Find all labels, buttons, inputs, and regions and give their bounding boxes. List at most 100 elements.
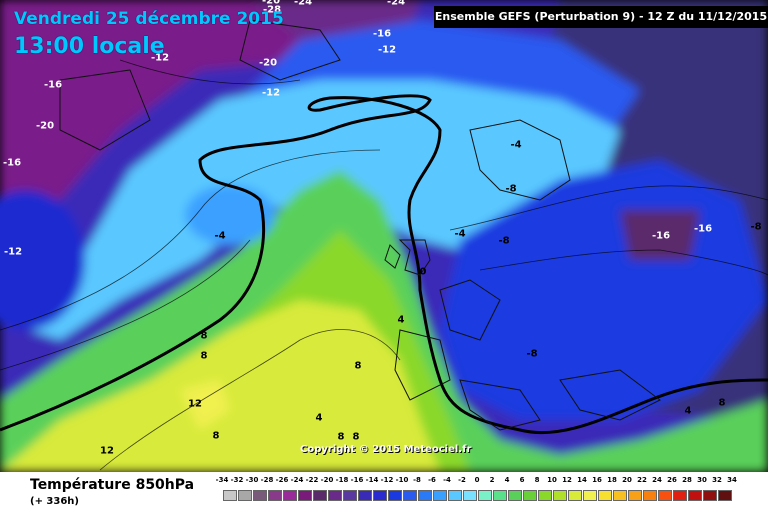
- isotherm-label: -20: [258, 57, 278, 69]
- field-russia-dark: [620, 210, 700, 260]
- isotherm-label: -8: [498, 235, 510, 247]
- isotherm-label: -12: [377, 44, 397, 56]
- legend-color-swatch: [628, 490, 642, 501]
- legend-tick-label: -6: [428, 476, 436, 484]
- legend-tick-label: -10: [395, 476, 409, 484]
- legend-color-swatch: [538, 490, 552, 501]
- isotherm-label: -4: [510, 139, 522, 151]
- isotherm-label: 8: [354, 360, 362, 372]
- parameter-label: Température 850hPa: [30, 477, 195, 493]
- legend-color-swatch: [268, 490, 282, 501]
- legend-color-swatch: [223, 490, 237, 501]
- field-west-cold-pool: [185, 185, 275, 245]
- legend-color-swatch: [448, 490, 462, 501]
- isotherm-label: -16: [651, 230, 671, 242]
- isotherm-label: -16: [693, 223, 713, 235]
- legend-color-swatch: [643, 490, 657, 501]
- legend-tick-label: 26: [667, 476, 677, 484]
- legend-tick-label: 12: [562, 476, 572, 484]
- legend-tick-label: -4: [443, 476, 451, 484]
- legend-tick-label: 0: [474, 476, 480, 484]
- legend-tick-label: -14: [365, 476, 379, 484]
- time-label: 13:00 locale: [14, 34, 165, 59]
- legend-color-swatch: [388, 490, 402, 501]
- isotherm-label: -16: [2, 157, 22, 169]
- legend-tick-label: -30: [245, 476, 259, 484]
- legend-color-swatch: [523, 490, 537, 501]
- legend-tick-label: -28: [260, 476, 274, 484]
- legend-tick-label: 14: [577, 476, 587, 484]
- isotherm-zero: [0, 94, 768, 435]
- legend-tick-label: 24: [652, 476, 662, 484]
- legend-tick-label: -22: [305, 476, 319, 484]
- isotherm-label: 4: [315, 412, 323, 424]
- legend-tick-label: 18: [607, 476, 617, 484]
- legend-tick-label: 34: [727, 476, 737, 484]
- legend-color-swatch: [358, 490, 372, 501]
- legend-color-swatch: [718, 490, 732, 501]
- legend-color-swatch: [673, 490, 687, 501]
- temperature-map: [0, 0, 768, 472]
- legend-color-swatch: [373, 490, 387, 501]
- isotherm-label: -8: [750, 221, 762, 233]
- field-greenland-purple: [0, 0, 330, 220]
- isotherm-label: 8: [212, 430, 220, 442]
- isotherm-label: -4: [454, 228, 466, 240]
- color-scale: -34 -32 -30 -28 -26 -24 -22 -20 -18 -16 -14 -12 -10-…: [216, 476, 750, 508]
- legend-tick-label: -18: [335, 476, 349, 484]
- isotherm-label: 8: [200, 350, 208, 362]
- isotherm-label: -12: [3, 246, 23, 258]
- legend-tick-label: -26: [275, 476, 289, 484]
- legend-color-swatch: [478, 490, 492, 501]
- isotherm-label: -4: [214, 230, 226, 242]
- isotherm-label: 8: [200, 330, 208, 342]
- isotherm-label: -16: [43, 79, 63, 91]
- legend-color-swatch: [658, 490, 672, 501]
- isotherm-label: -28: [262, 4, 282, 16]
- isotherm-label: -24: [386, 0, 406, 8]
- legend-tick-label: -20: [320, 476, 334, 484]
- legend-color-swatch: [418, 490, 432, 501]
- legend-color-swatch: [598, 490, 612, 501]
- footer-bar: Température 850hPa (+ 336h) -34 -32 -30 -28…: [0, 472, 768, 512]
- isotherm-label: 12: [100, 445, 114, 457]
- legend-tick-label: -2: [458, 476, 466, 484]
- legend-color-swatch: [313, 490, 327, 501]
- isotherm-label: -12: [150, 52, 170, 64]
- legend-tick-label: 30: [697, 476, 707, 484]
- isotherm-label: -12: [261, 87, 281, 99]
- legend-tick-label: 32: [712, 476, 722, 484]
- field-yellow-warm: [180, 380, 230, 430]
- legend-color-swatch: [238, 490, 252, 501]
- isotherm-label: -24: [293, 0, 313, 8]
- legend-tick-label: -34: [215, 476, 229, 484]
- isotherm-label: 0: [419, 266, 427, 278]
- legend-color-swatch: [343, 490, 357, 501]
- legend-color-swatch: [613, 490, 627, 501]
- legend-color-swatch: [283, 490, 297, 501]
- coastlines: [59, 19, 661, 431]
- legend-tick-label: -8: [413, 476, 421, 484]
- legend-tick-label: 22: [637, 476, 647, 484]
- isotherm-label: -8: [505, 183, 517, 195]
- isotherm-label: 8: [352, 431, 360, 443]
- legend-tick-label: -32: [230, 476, 244, 484]
- isotherm-label: -20: [261, 0, 281, 7]
- legend-tick-label: 2: [489, 476, 495, 484]
- isotherm-label: 4: [684, 405, 692, 417]
- legend-tick-label: -12: [380, 476, 394, 484]
- field-labrador-cold: [0, 190, 85, 330]
- isotherm-label: 12: [188, 398, 202, 410]
- copyright-label: Copyright © 2015 Meteociel.fr: [300, 444, 472, 455]
- isotherms-thin: [0, 59, 768, 471]
- legend-color-swatch: [688, 490, 702, 501]
- legend-color-swatch: [253, 490, 267, 501]
- lead-time-label: (+ 336h): [30, 496, 79, 507]
- legend-tick-label: 16: [592, 476, 602, 484]
- legend-color-swatch: [493, 490, 507, 501]
- field-cyan-band: [30, 80, 620, 340]
- isotherm-label: 8: [718, 397, 726, 409]
- legend-color-swatch: [298, 490, 312, 501]
- model-run-label: Ensemble GEFS (Perturbation 9) - 12 Z du…: [434, 6, 768, 28]
